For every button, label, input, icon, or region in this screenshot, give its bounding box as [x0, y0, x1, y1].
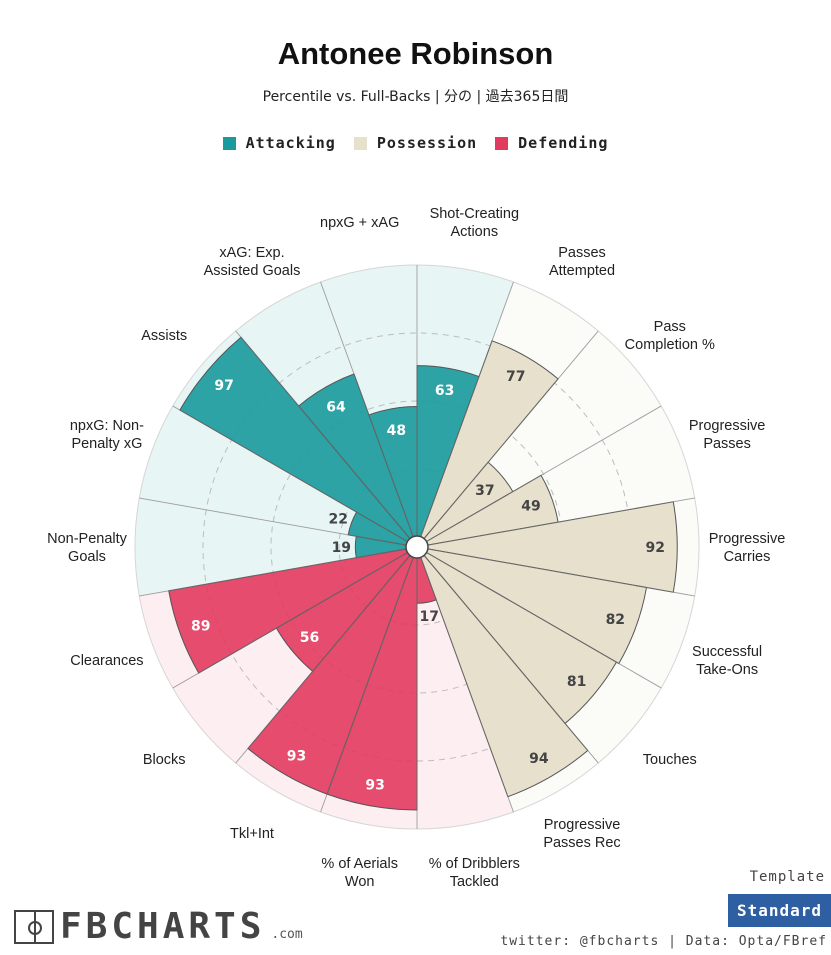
legend-item-defending: Defending	[495, 134, 608, 152]
value-label: 63	[435, 383, 454, 399]
category-label: Touches	[643, 752, 697, 768]
logo-suffix: .com	[271, 927, 303, 942]
template-label: Template	[749, 869, 825, 885]
chart-title: Antonee Robinson	[277, 36, 554, 71]
spoke-line	[235, 330, 418, 548]
value-label: 92	[645, 540, 664, 556]
legend-label-defending: Defending	[518, 134, 609, 152]
value-label: 19	[332, 540, 351, 556]
value-label: 97	[214, 378, 233, 394]
value-label: 81	[567, 674, 586, 690]
value-label: 64	[326, 400, 346, 416]
spoke-line	[416, 546, 514, 813]
legend: Attacking Possession Defending	[0, 134, 831, 152]
value-label: 93	[365, 777, 384, 793]
category-label: Successful Take-Ons	[692, 644, 762, 678]
value-label: 93	[287, 749, 306, 765]
category-label: Non-Penalty Goals	[47, 531, 128, 565]
legend-item-possession: Possession	[353, 134, 478, 152]
fbcharts-logo: FBCHARTS .com	[14, 906, 303, 947]
value-label: 94	[529, 751, 549, 767]
category-label: Shot-Creating Actions	[430, 206, 519, 240]
spoke-line	[139, 497, 418, 548]
category-label: % of Dribblers Tackled	[429, 856, 520, 890]
logo-text: FBCHARTS	[60, 906, 266, 947]
spoke-line	[416, 497, 695, 548]
category-label: Clearances	[70, 653, 143, 669]
credits: twitter: @fbcharts | Data: Opta/FBref	[500, 934, 827, 949]
spoke-line	[172, 546, 418, 689]
spoke-line	[416, 330, 599, 548]
category-label: Passes Attempted	[549, 245, 615, 279]
legend-item-attacking: Attacking	[222, 134, 336, 152]
value-label: 22	[328, 511, 347, 527]
pitch-icon	[14, 910, 54, 944]
spoke-line	[416, 546, 599, 764]
value-label: 82	[606, 612, 625, 628]
category-label: Tkl+Int	[230, 826, 274, 842]
legend-label-possession: Possession	[376, 134, 478, 152]
category-label: Progressive Passes Rec	[543, 817, 620, 851]
value-label: 17	[419, 609, 438, 625]
spoke-line	[416, 546, 662, 689]
spoke-line	[235, 546, 418, 764]
spoke-line	[139, 546, 418, 597]
template-button[interactable]: Standard	[728, 894, 831, 927]
category-label: Progressive Carries	[709, 531, 786, 565]
spoke-line	[416, 405, 662, 548]
category-label: Blocks	[143, 752, 186, 768]
category-label: Assists	[141, 328, 187, 344]
category-label: npxG: Non-Penalty xG	[70, 418, 144, 452]
category-label: Progressive Passes	[689, 418, 766, 452]
category-label: npxG + xAG	[320, 215, 399, 231]
value-label: 48	[387, 423, 406, 439]
legend-swatch-attacking	[222, 136, 236, 150]
legend-swatch-defending	[495, 136, 509, 150]
spoke-line	[416, 546, 695, 597]
value-label: 56	[300, 630, 319, 646]
spoke-line	[320, 281, 418, 548]
center-circle	[405, 535, 429, 559]
legend-label-attacking: Attacking	[245, 134, 336, 152]
category-label: Pass Completion %	[625, 319, 715, 353]
value-label: 89	[191, 619, 210, 635]
spoke-line	[172, 405, 418, 548]
category-label: xAG: Exp. Assisted Goals	[204, 245, 301, 279]
spoke-line	[416, 281, 514, 548]
value-label: 49	[521, 499, 540, 515]
spoke-line	[320, 546, 418, 813]
category-label: % of Aerials Won	[321, 856, 398, 890]
legend-swatch-possession	[353, 136, 367, 150]
value-label: 77	[506, 369, 525, 385]
value-label: 37	[475, 483, 494, 499]
chart-subtitle: Percentile vs. Full-Backs | 分の | 過去365日間	[262, 89, 569, 105]
